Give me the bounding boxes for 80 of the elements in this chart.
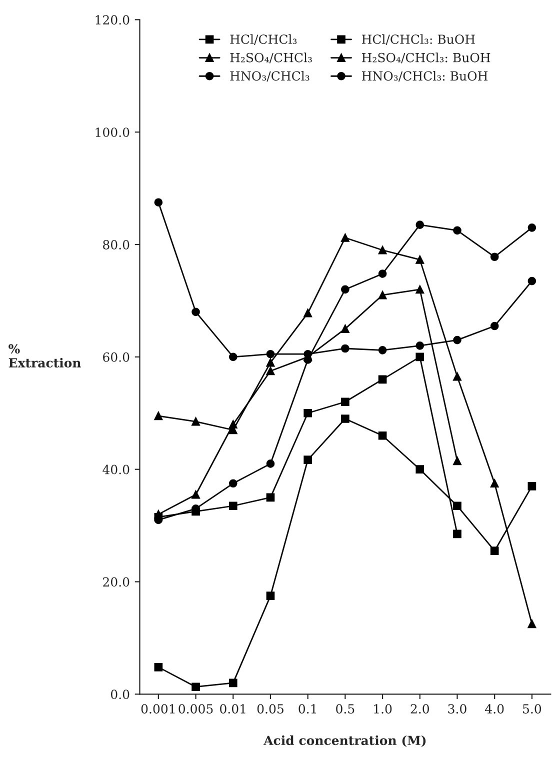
point	[266, 460, 275, 468]
x-tick-label: 0.1	[298, 704, 316, 714]
y-tick-label: 40.0	[102, 464, 130, 474]
point	[416, 256, 424, 264]
x-tick-label: 0.05	[257, 704, 284, 714]
point	[266, 493, 275, 502]
x-tick-label: 0.005	[178, 704, 213, 714]
point	[378, 290, 387, 300]
point	[192, 417, 200, 426]
point	[192, 507, 200, 516]
point	[266, 358, 275, 367]
point	[341, 234, 350, 242]
x-tick-label: 1.0	[374, 704, 392, 714]
y-tick-label: 120.0	[96, 15, 130, 25]
point	[528, 276, 536, 286]
point	[192, 308, 200, 316]
point	[341, 285, 350, 294]
point	[341, 324, 350, 333]
legend-label: HNO₃/CHCl₃	[230, 71, 310, 82]
x-tick-label: 0.001	[141, 704, 175, 714]
point	[416, 285, 424, 294]
point	[490, 546, 499, 556]
point	[154, 512, 163, 522]
point	[341, 344, 350, 353]
point	[416, 342, 424, 350]
point	[453, 530, 462, 538]
legend-label: HCl/CHCl₃	[230, 34, 297, 45]
point	[378, 270, 387, 278]
point	[453, 502, 462, 510]
point	[192, 682, 200, 692]
y-tick-label: 20.0	[103, 577, 130, 587]
point	[378, 346, 387, 354]
point	[228, 352, 238, 362]
x-axis-title: Acid concentration (M)	[263, 735, 426, 747]
x-tick-label: 0.5	[336, 704, 354, 714]
point	[453, 336, 462, 344]
legend-label: HCl/CHCl₃: BuOH	[362, 34, 475, 45]
y-axis-title: % Extraction	[8, 344, 81, 368]
x-tick-label: 2.0	[410, 704, 429, 714]
point	[228, 502, 238, 510]
point	[341, 414, 350, 423]
point	[228, 479, 238, 488]
point	[304, 456, 312, 464]
y-tick-label: 100.0	[96, 128, 130, 138]
point	[416, 465, 424, 474]
y-tick-label: 0.0	[110, 690, 130, 700]
point	[490, 322, 499, 330]
point	[378, 246, 387, 254]
point	[304, 308, 312, 318]
point	[154, 412, 163, 420]
x-tick-label: 4.0	[485, 704, 504, 714]
point	[228, 678, 238, 688]
point	[378, 375, 387, 384]
x-tick-label: 0.01	[220, 704, 246, 714]
point	[378, 431, 387, 440]
point	[528, 620, 536, 628]
point	[528, 482, 536, 490]
point	[266, 592, 275, 600]
point	[192, 490, 200, 499]
x-tick-label: 5.0	[523, 704, 542, 714]
point	[490, 479, 499, 488]
point	[528, 223, 536, 232]
legend-label: H₂SO₄/CHCl₃: BuOH	[362, 52, 490, 64]
point	[341, 398, 350, 406]
point	[490, 252, 499, 262]
point	[304, 408, 312, 418]
y-tick-label: 80.0	[103, 240, 130, 250]
point	[266, 366, 275, 376]
legend-label: H₂SO₄/CHCl₃	[230, 52, 312, 64]
point	[154, 663, 163, 672]
point	[154, 198, 163, 207]
x-tick-label: 3.0	[448, 704, 466, 714]
y-tick-label: 60.0	[103, 352, 130, 362]
point	[416, 220, 424, 230]
point	[416, 352, 424, 362]
point	[453, 372, 462, 381]
point	[453, 226, 462, 235]
point	[266, 350, 275, 358]
legend-label: HNO₃/CHCl₃: BuOH	[362, 71, 488, 82]
point	[453, 456, 462, 466]
